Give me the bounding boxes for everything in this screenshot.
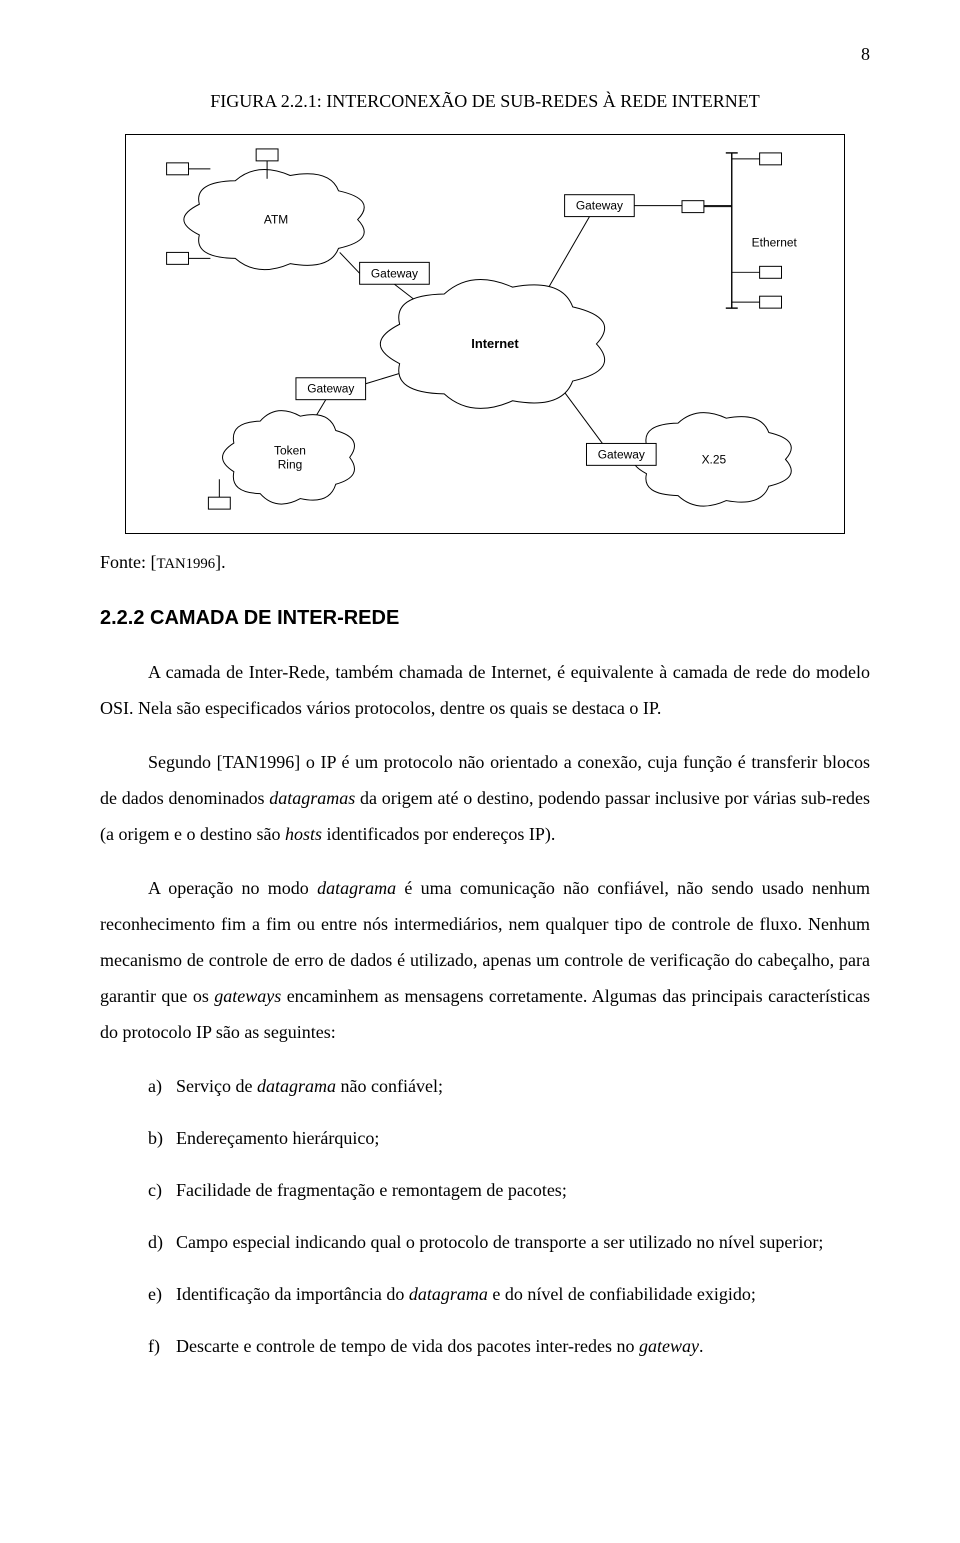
- list-marker: f): [148, 1328, 160, 1364]
- list-item: f) Descarte e controle de tempo de vida d…: [148, 1328, 870, 1364]
- list-text: Serviço de datagrama não confiável;: [176, 1076, 443, 1096]
- body-paragraph: Segundo [TAN1996] o IP é um protocolo nã…: [100, 744, 870, 852]
- list-text: Endereçamento hierárquico;: [176, 1128, 379, 1148]
- list-text: Identificação da importância do datagram…: [176, 1284, 756, 1304]
- source-ref: TAN1996: [157, 556, 216, 572]
- figure-source: Fonte: [TAN1996].: [100, 548, 870, 577]
- list-item: d) Campo especial indicando qual o protoc…: [148, 1224, 870, 1260]
- list-text: Descarte e controle de tempo de vida dos…: [176, 1336, 703, 1356]
- list-item: c) Facilidade de fragmentação e remontage…: [148, 1172, 870, 1208]
- svg-text:Internet: Internet: [471, 336, 519, 351]
- svg-text:Ethernet: Ethernet: [752, 235, 798, 249]
- source-close: ].: [215, 552, 226, 572]
- list-text: Campo especial indicando qual o protocol…: [176, 1232, 823, 1252]
- list-item: b) Endereçamento hierárquico;: [148, 1120, 870, 1156]
- svg-text:Gateway: Gateway: [307, 381, 354, 395]
- list-marker: b): [148, 1120, 163, 1156]
- feature-list: a) Serviço de datagrama não confiável; b) E…: [148, 1068, 870, 1364]
- page-number: 8: [100, 40, 870, 69]
- list-marker: e): [148, 1276, 162, 1312]
- svg-text:Ring: Ring: [278, 457, 303, 471]
- svg-text:Gateway: Gateway: [576, 198, 623, 212]
- figure-title: FIGURA 2.2.1: INTERCONEXÃO DE SUB-REDES …: [100, 87, 870, 116]
- body-paragraph: A camada de Inter-Rede, também chamada d…: [100, 654, 870, 726]
- list-marker: d): [148, 1224, 163, 1260]
- list-item: a) Serviço de datagrama não confiável;: [148, 1068, 870, 1104]
- list-marker: a): [148, 1068, 162, 1104]
- svg-text:ATM: ATM: [264, 212, 288, 226]
- list-item: e) Identificação da importância do datagr…: [148, 1276, 870, 1312]
- body-paragraph: A operação no modo datagrama é uma comun…: [100, 870, 870, 1050]
- list-text: Facilidade de fragmentação e remontagem …: [176, 1180, 567, 1200]
- svg-text:Gateway: Gateway: [371, 266, 418, 280]
- network-diagram: ATM Internet TokenRing X.25 Gateway Gateway Ga…: [125, 134, 845, 534]
- list-marker: c): [148, 1172, 162, 1208]
- svg-text:Token: Token: [274, 443, 306, 457]
- svg-text:X.25: X.25: [702, 452, 727, 466]
- svg-text:Gateway: Gateway: [598, 447, 645, 461]
- source-label: Fonte: [: [100, 552, 157, 572]
- section-heading: 2.2.2 CAMADA DE INTER-REDE: [100, 602, 870, 634]
